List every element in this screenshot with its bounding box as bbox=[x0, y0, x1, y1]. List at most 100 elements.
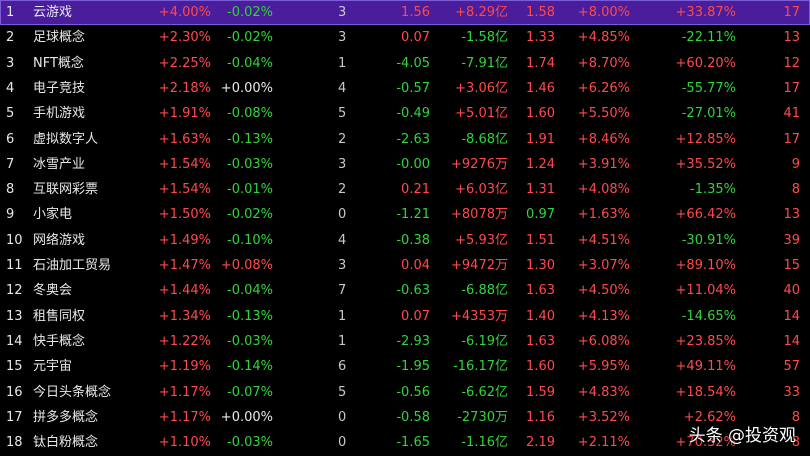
turnover: +6.08% bbox=[577, 333, 630, 349]
stock-count: 14 bbox=[783, 333, 800, 349]
stock-count: 17 bbox=[783, 80, 800, 96]
net-flow: -0.56 bbox=[396, 384, 430, 400]
limit-up-count: 5 bbox=[338, 106, 347, 122]
change-pct: +1.49% bbox=[158, 232, 211, 248]
table-row[interactable]: 18 钛白粉概念 +1.10% -0.03% 0 -1.65 -1.16亿 2.19 +2.11… bbox=[0, 430, 810, 455]
limit-up-count: 3 bbox=[338, 30, 347, 46]
volume-ratio: 1.31 bbox=[526, 182, 555, 198]
change-pct: +2.30% bbox=[158, 30, 211, 46]
volume-ratio: 1.74 bbox=[526, 55, 555, 71]
table-row[interactable]: 8 互联网彩票 +1.54% -0.01% 2 0.21 +6.03亿 1.31 +4.08% -… bbox=[0, 177, 810, 202]
main-flow: +9276万 bbox=[451, 156, 508, 172]
speed: -0.13% bbox=[227, 308, 273, 324]
stock-count: 14 bbox=[783, 308, 800, 324]
sector-name: 虚拟数字人 bbox=[33, 131, 99, 147]
net-flow: 0.04 bbox=[401, 258, 430, 273]
change-20d: -27.01% bbox=[681, 106, 736, 122]
table-row[interactable]: 1 云游戏 +4.00% -0.02% 3 1.56 +8.29亿 1.58 +8.00% +33… bbox=[0, 0, 810, 25]
table-row[interactable]: 4 电子竞技 +2.18% +0.00% 4 -0.57 +3.06亿 1.46 +6.26% -… bbox=[0, 76, 810, 101]
table-row[interactable]: 5 手机游戏 +1.91% -0.08% 5 -0.49 +5.01亿 1.60 +5.50% -… bbox=[0, 101, 810, 126]
net-flow: -1.65 bbox=[396, 435, 430, 451]
table-row[interactable]: 10 网络游戏 +1.49% -0.10% 4 -0.38 +5.93亿 1.51 +4.51%… bbox=[0, 228, 810, 253]
volume-ratio: 2.19 bbox=[526, 435, 555, 451]
turnover: +3.91% bbox=[577, 156, 630, 172]
change-20d: -55.77% bbox=[681, 80, 736, 96]
limit-up-count: 1 bbox=[338, 55, 347, 71]
net-flow: 0.07 bbox=[401, 308, 430, 324]
change-pct: +1.54% bbox=[158, 156, 211, 172]
net-flow: -0.57 bbox=[396, 80, 430, 96]
table-row[interactable]: 7 冰雪产业 +1.54% -0.03% 3 -0.00 +9276万 1.24 +3.91% +… bbox=[0, 152, 810, 177]
table-row[interactable]: 17 拼多多概念 +1.17% +0.00% 0 -0.58 -2730万 1.16 +3.52… bbox=[0, 405, 810, 430]
speed: -0.03% bbox=[227, 333, 273, 349]
change-pct: +1.17% bbox=[158, 384, 211, 400]
speed: +0.00% bbox=[220, 409, 273, 425]
table-row[interactable]: 13 租售同权 +1.34% -0.13% 1 0.07 +4353万 1.40 +4.13% -… bbox=[0, 304, 810, 329]
change-pct: +2.25% bbox=[158, 55, 211, 71]
rank: 11 bbox=[6, 258, 23, 273]
rank: 17 bbox=[6, 409, 23, 425]
table-row[interactable]: 15 元宇宙 +1.19% -0.14% 6 -1.95 -16.17亿 1.60 +5.95%… bbox=[0, 354, 810, 379]
change-20d: -1.35% bbox=[690, 182, 736, 198]
net-flow: -0.58 bbox=[396, 409, 430, 425]
stock-count: 15 bbox=[783, 258, 800, 273]
turnover: +5.95% bbox=[577, 359, 630, 375]
table-row[interactable]: 12 冬奥会 +1.44% -0.04% 7 -0.63 -6.88亿 1.63 +4.50% +… bbox=[0, 278, 810, 303]
stock-count: 9 bbox=[791, 156, 800, 172]
turnover: +4.13% bbox=[577, 308, 630, 324]
stock-count: 41 bbox=[783, 106, 800, 122]
rank: 6 bbox=[6, 131, 15, 147]
stock-count: 8 bbox=[791, 435, 800, 451]
rank: 15 bbox=[6, 359, 23, 375]
rank: 8 bbox=[6, 182, 15, 198]
table-row[interactable]: 9 小家电 +1.50% -0.02% 0 -1.21 +8078万 0.97 +1.63% +6… bbox=[0, 202, 810, 227]
volume-ratio: 1.60 bbox=[526, 106, 555, 122]
change-pct: +1.50% bbox=[158, 207, 211, 223]
limit-up-count: 0 bbox=[338, 207, 347, 223]
rank: 1 bbox=[6, 5, 15, 20]
turnover: +3.52% bbox=[577, 409, 630, 425]
change-pct: +1.91% bbox=[158, 106, 211, 122]
net-flow: -0.49 bbox=[396, 106, 430, 122]
rank: 14 bbox=[6, 333, 23, 349]
main-flow: -8.68亿 bbox=[461, 131, 508, 147]
table-row[interactable]: 11 石油加工贸易 +1.47% +0.08% 3 0.04 +9472万 1.30 +3.07… bbox=[0, 253, 810, 278]
speed: -0.03% bbox=[227, 156, 273, 172]
change-20d: -30.91% bbox=[681, 232, 736, 248]
limit-up-count: 7 bbox=[338, 283, 347, 299]
rank: 12 bbox=[6, 283, 23, 299]
table-row[interactable]: 14 快手概念 +1.22% -0.03% 1 -2.93 -6.19亿 1.63 +6.08%… bbox=[0, 329, 810, 354]
limit-up-count: 3 bbox=[338, 258, 347, 273]
table-row[interactable]: 2 足球概念 +2.30% -0.02% 3 0.07 -1.58亿 1.33 +4.85% -2… bbox=[0, 25, 810, 50]
table-row[interactable]: 3 NFT概念 +2.25% -0.04% 1 -4.05 -7.91亿 1.74 +8.70%… bbox=[0, 51, 810, 76]
table-row[interactable]: 16 今日头条概念 +1.17% -0.07% 5 -0.56 -6.62亿 1.59 +4.8… bbox=[0, 380, 810, 405]
rank: 10 bbox=[6, 232, 23, 248]
speed: -0.08% bbox=[227, 106, 273, 122]
change-20d: +18.54% bbox=[675, 384, 736, 400]
turnover: +3.07% bbox=[577, 258, 630, 273]
turnover: +8.70% bbox=[577, 55, 630, 71]
sector-name: 手机游戏 bbox=[33, 106, 86, 122]
change-20d: +89.10% bbox=[675, 258, 736, 273]
sector-name: NFT概念 bbox=[33, 55, 84, 71]
volume-ratio: 1.51 bbox=[526, 232, 555, 248]
change-20d: +49.11% bbox=[675, 359, 736, 375]
sector-name: 快手概念 bbox=[33, 333, 86, 349]
rank: 5 bbox=[6, 106, 15, 122]
limit-up-count: 4 bbox=[338, 232, 347, 248]
main-flow: -1.58亿 bbox=[461, 30, 508, 46]
sector-name: 钛白粉概念 bbox=[33, 435, 99, 451]
stock-count: 17 bbox=[783, 5, 800, 20]
stock-count: 13 bbox=[783, 30, 800, 46]
limit-up-count: 6 bbox=[338, 359, 347, 375]
change-pct: +2.18% bbox=[158, 80, 211, 96]
change-pct: +1.19% bbox=[158, 359, 211, 375]
speed: -0.14% bbox=[227, 359, 273, 375]
turnover: +4.51% bbox=[577, 232, 630, 248]
volume-ratio: 1.24 bbox=[526, 156, 555, 172]
table-row[interactable]: 6 虚拟数字人 +1.63% -0.13% 2 -2.63 -8.68亿 1.91 +8.46%… bbox=[0, 127, 810, 152]
turnover: +1.63% bbox=[577, 207, 630, 223]
turnover: +4.85% bbox=[577, 30, 630, 46]
watermark: 头条 @投资观 bbox=[688, 426, 796, 446]
sector-name: 元宇宙 bbox=[33, 359, 73, 375]
